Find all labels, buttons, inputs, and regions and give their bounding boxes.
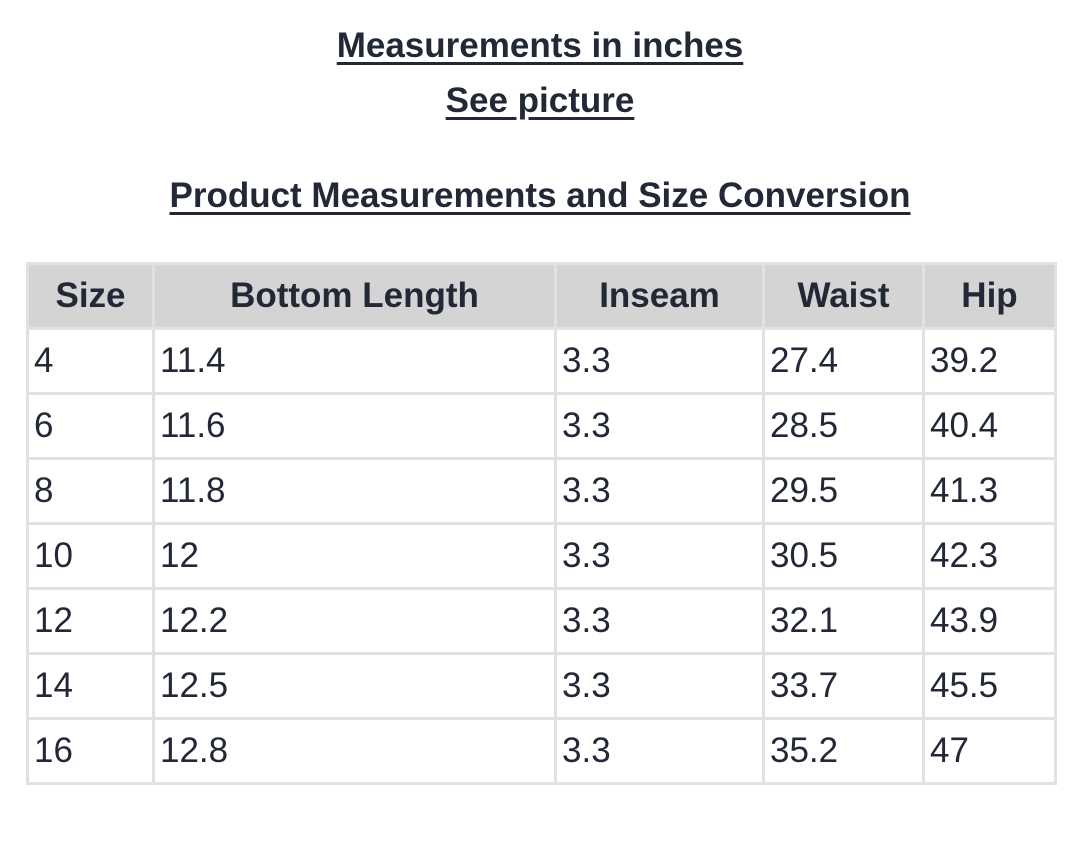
table-cell: 39.2 xyxy=(922,327,1057,395)
table-cell: 45.5 xyxy=(922,652,1057,720)
table-cell: 3.3 xyxy=(554,392,765,460)
table-cell: 32.1 xyxy=(762,587,925,655)
table-cell: 27.4 xyxy=(762,327,925,395)
table-row: 12 12.2 3.3 32.1 43.9 xyxy=(26,587,1057,655)
table-cell: 41.3 xyxy=(922,457,1057,525)
table-cell: 28.5 xyxy=(762,392,925,460)
table-cell: 47 xyxy=(922,717,1057,785)
table-row: 4 11.4 3.3 27.4 39.2 xyxy=(26,327,1057,395)
size-table: Size Bottom Length Inseam Waist Hip 4 11.4 3.3… xyxy=(26,262,1057,785)
table-row: 14 12.5 3.3 33.7 45.5 xyxy=(26,652,1057,720)
heading: Product Measurements and Size Conversion xyxy=(169,176,911,215)
column-header: Waist xyxy=(762,262,925,330)
subtitle: See picture xyxy=(445,81,635,120)
table-row: 8 11.8 3.3 29.5 41.3 xyxy=(26,457,1057,525)
title: Measurements in inches xyxy=(336,26,744,65)
table-cell: 3.3 xyxy=(554,522,765,590)
table-cell: 14 xyxy=(26,652,155,720)
table-row: 10 12 3.3 30.5 42.3 xyxy=(26,522,1057,590)
table-cell: 12 xyxy=(26,587,155,655)
table-cell: 33.7 xyxy=(762,652,925,720)
table-cell: 6 xyxy=(26,392,155,460)
table-cell: 11.4 xyxy=(152,327,557,395)
table-cell: 12.2 xyxy=(152,587,557,655)
header-row: Size Bottom Length Inseam Waist Hip xyxy=(26,262,1057,330)
table-cell: 12.8 xyxy=(152,717,557,785)
table-cell: 11.6 xyxy=(152,392,557,460)
table-cell: 8 xyxy=(26,457,155,525)
table-cell: 3.3 xyxy=(554,652,765,720)
table-cell: 35.2 xyxy=(762,717,925,785)
table-cell: 3.3 xyxy=(554,587,765,655)
table-cell: 30.5 xyxy=(762,522,925,590)
table-cell: 3.3 xyxy=(554,717,765,785)
table-cell: 40.4 xyxy=(922,392,1057,460)
column-header: Bottom Length xyxy=(152,262,557,330)
column-header: Inseam xyxy=(554,262,765,330)
table-row: 6 11.6 3.3 28.5 40.4 xyxy=(26,392,1057,460)
column-header: Size xyxy=(26,262,155,330)
table-cell: 43.9 xyxy=(922,587,1057,655)
table-cell: 12.5 xyxy=(152,652,557,720)
table-cell: 16 xyxy=(26,717,155,785)
table-cell: 29.5 xyxy=(762,457,925,525)
table-cell: 10 xyxy=(26,522,155,590)
table-cell: 42.3 xyxy=(922,522,1057,590)
table-row: 16 12.8 3.3 35.2 47 xyxy=(26,717,1057,785)
table-cell: 3.3 xyxy=(554,327,765,395)
table-cell: 11.8 xyxy=(152,457,557,525)
table-cell: 3.3 xyxy=(554,457,765,525)
table-cell: 12 xyxy=(152,522,557,590)
column-header: Hip xyxy=(922,262,1057,330)
table-cell: 4 xyxy=(26,327,155,395)
